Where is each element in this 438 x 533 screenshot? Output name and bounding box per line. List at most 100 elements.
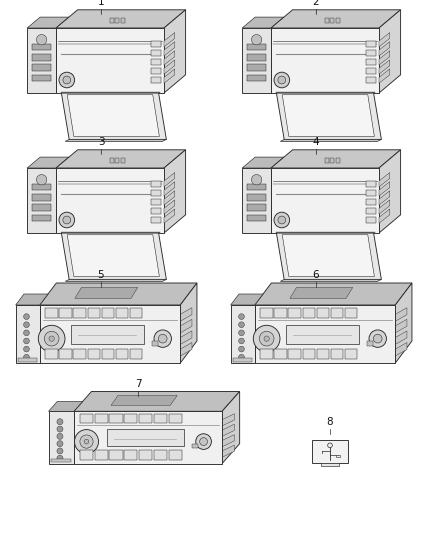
- Bar: [60, 309, 72, 318]
- Bar: [32, 183, 51, 190]
- Polygon shape: [379, 42, 390, 56]
- Bar: [247, 75, 266, 82]
- Circle shape: [239, 314, 244, 319]
- Bar: [345, 309, 357, 318]
- Circle shape: [251, 35, 262, 45]
- Bar: [32, 44, 51, 50]
- Bar: [317, 349, 329, 359]
- Polygon shape: [255, 305, 396, 363]
- Circle shape: [239, 322, 244, 328]
- Polygon shape: [164, 33, 175, 47]
- Bar: [331, 309, 343, 318]
- Bar: [247, 204, 266, 211]
- Polygon shape: [164, 42, 175, 56]
- Bar: [32, 64, 51, 71]
- Polygon shape: [276, 233, 381, 279]
- Polygon shape: [396, 308, 407, 321]
- Bar: [74, 309, 86, 318]
- Bar: [121, 18, 125, 22]
- Polygon shape: [40, 305, 180, 363]
- Circle shape: [274, 72, 290, 88]
- Bar: [366, 41, 376, 47]
- Polygon shape: [242, 157, 284, 168]
- Polygon shape: [271, 168, 379, 233]
- Bar: [325, 158, 329, 163]
- Bar: [336, 455, 340, 457]
- Bar: [116, 309, 128, 318]
- Circle shape: [259, 332, 274, 346]
- Bar: [45, 309, 58, 318]
- Polygon shape: [231, 305, 255, 363]
- Bar: [247, 183, 266, 190]
- Polygon shape: [280, 279, 381, 281]
- Bar: [286, 325, 359, 344]
- Polygon shape: [40, 157, 69, 222]
- Circle shape: [239, 330, 244, 336]
- Polygon shape: [222, 414, 234, 426]
- Bar: [95, 415, 108, 423]
- Bar: [71, 325, 144, 344]
- Polygon shape: [396, 343, 407, 356]
- Text: 4: 4: [313, 137, 319, 147]
- Bar: [110, 450, 123, 460]
- Polygon shape: [242, 28, 271, 93]
- Circle shape: [154, 330, 171, 348]
- Circle shape: [49, 336, 54, 341]
- Circle shape: [74, 430, 99, 454]
- Polygon shape: [16, 294, 48, 305]
- Bar: [289, 349, 301, 359]
- Polygon shape: [27, 28, 56, 93]
- Polygon shape: [379, 51, 390, 65]
- Bar: [151, 217, 161, 223]
- Bar: [121, 158, 125, 163]
- Circle shape: [63, 76, 71, 84]
- Polygon shape: [222, 392, 240, 464]
- Circle shape: [36, 35, 47, 45]
- Bar: [330, 18, 334, 22]
- Polygon shape: [164, 182, 175, 196]
- Bar: [18, 358, 37, 362]
- Bar: [325, 18, 329, 22]
- Polygon shape: [67, 95, 159, 136]
- Bar: [45, 349, 58, 359]
- Bar: [116, 349, 128, 359]
- Bar: [330, 158, 334, 163]
- Polygon shape: [67, 235, 159, 277]
- Bar: [366, 190, 376, 196]
- Text: 2: 2: [313, 0, 319, 7]
- Circle shape: [373, 334, 382, 343]
- Polygon shape: [180, 308, 192, 321]
- Circle shape: [274, 212, 290, 228]
- Circle shape: [24, 330, 29, 336]
- Bar: [345, 349, 357, 359]
- Circle shape: [251, 174, 262, 185]
- Bar: [130, 309, 142, 318]
- Polygon shape: [231, 294, 263, 305]
- Polygon shape: [379, 173, 390, 187]
- Bar: [366, 181, 376, 187]
- Polygon shape: [255, 17, 284, 82]
- Circle shape: [369, 330, 386, 348]
- Bar: [367, 341, 373, 345]
- Bar: [233, 358, 252, 362]
- Bar: [95, 450, 108, 460]
- Circle shape: [24, 354, 29, 360]
- Bar: [115, 18, 119, 22]
- Bar: [151, 50, 161, 56]
- Bar: [102, 309, 114, 318]
- Polygon shape: [164, 200, 175, 214]
- Circle shape: [59, 72, 74, 88]
- Circle shape: [57, 441, 63, 447]
- Circle shape: [44, 332, 59, 346]
- Bar: [151, 208, 161, 214]
- Bar: [312, 440, 348, 463]
- Bar: [366, 50, 376, 56]
- Bar: [366, 217, 376, 223]
- Bar: [151, 68, 161, 74]
- Polygon shape: [242, 17, 284, 28]
- Circle shape: [278, 76, 286, 84]
- Polygon shape: [40, 17, 69, 82]
- Text: 8: 8: [327, 417, 333, 427]
- Polygon shape: [61, 93, 166, 140]
- Circle shape: [278, 216, 286, 224]
